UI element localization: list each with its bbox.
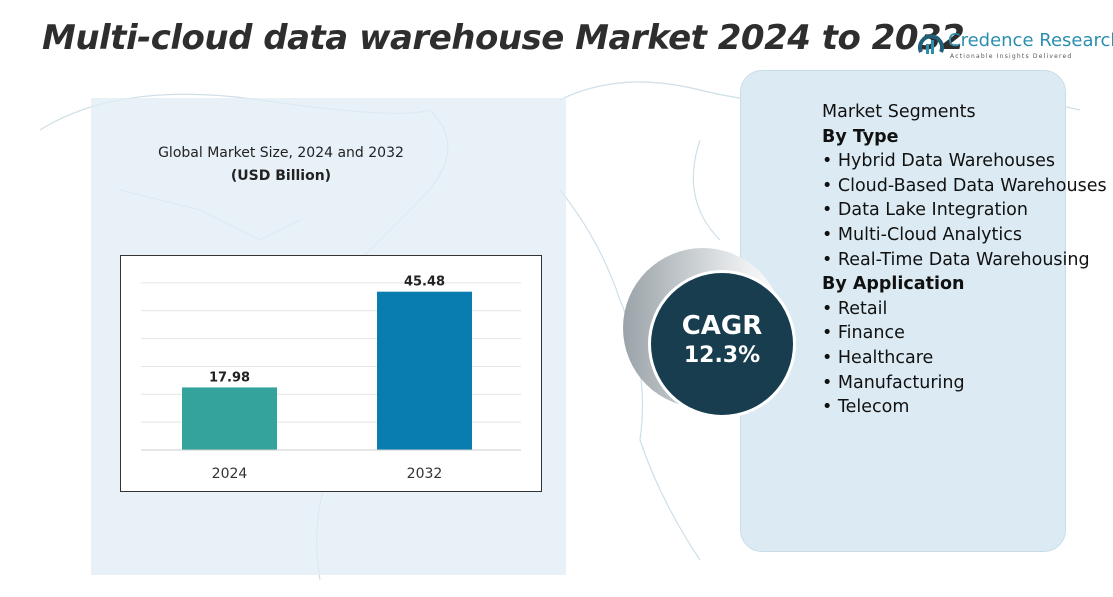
bullet-icon: • [822, 298, 838, 319]
segments-list: Market Segments By Type • Hybrid Data War… [822, 100, 1107, 420]
segment-item: • Finance [822, 321, 1107, 346]
cagr-label: CAGR [681, 311, 763, 341]
segment-item: • Manufacturing [822, 371, 1107, 396]
bar-2024 [182, 387, 277, 450]
bullet-icon: • [822, 323, 838, 344]
segment-item-label: Multi-Cloud Analytics [837, 224, 1022, 245]
brand-logo: Credence Research Actionable Insights De… [918, 30, 1113, 66]
page-title: Multi-cloud data warehouse Market 2024 t… [42, 18, 965, 58]
segment-item: • Data Lake Integration [822, 198, 1107, 223]
segment-item: • Retail [822, 297, 1107, 322]
segment-item-label: Cloud-Based Data Warehouses [837, 175, 1107, 196]
segment-item-label: Finance [837, 323, 905, 344]
logo-icon [918, 34, 944, 54]
segment-item-label: Manufacturing [837, 372, 965, 393]
bullet-icon: • [822, 175, 838, 196]
logo-name: Credence Research [948, 30, 1113, 51]
segment-item-label: Telecom [837, 397, 910, 418]
segments-panel [740, 70, 1066, 552]
chart-area: 17.98 2024 45.48 2032 [120, 255, 542, 492]
segments-heading: Market Segments [822, 102, 976, 122]
bullet-icon: • [822, 249, 838, 270]
segment-group-title: By Application [822, 274, 965, 295]
segment-item-label: Healthcare [837, 347, 934, 368]
cagr-badge: CAGR 12.3% [648, 270, 796, 418]
logo-tagline: Actionable Insights Delivered [950, 53, 1073, 60]
segment-item-label: Real-Time Data Warehousing [837, 249, 1090, 270]
bullet-icon: • [822, 224, 838, 245]
bar-2032 [377, 291, 472, 450]
segment-item: • Healthcare [822, 346, 1107, 371]
x-tick-label: 2024 [212, 466, 248, 482]
segment-item: • Cloud-Based Data Warehouses [822, 174, 1107, 199]
bullet-icon: • [822, 347, 838, 368]
cagr-value: 12.3% [683, 343, 761, 368]
segment-item: • Multi-Cloud Analytics [822, 223, 1107, 248]
chart-subtitle: (USD Billion) [230, 168, 332, 184]
data-label: 45.48 [404, 275, 445, 290]
bullet-icon: • [822, 200, 838, 221]
segment-item-label: Retail [837, 298, 888, 319]
bullet-icon: • [822, 151, 838, 172]
segment-item-label: Data Lake Integration [837, 200, 1028, 221]
segment-item-label: Hybrid Data Warehouses [837, 151, 1055, 172]
bullet-icon: • [822, 397, 838, 418]
bullet-icon: • [822, 372, 838, 393]
chart-title: Global Market Size, 2024 and 2032 [158, 145, 404, 161]
bar-chart: 17.98 2024 45.48 2032 [141, 275, 521, 482]
x-tick-label: 2032 [407, 466, 443, 482]
segment-item: • Hybrid Data Warehouses [822, 149, 1107, 174]
segment-item: • Real-Time Data Warehousing [822, 248, 1107, 273]
segment-group-title: By Type [822, 126, 899, 147]
data-label: 17.98 [209, 370, 250, 385]
segment-item: • Telecom [822, 395, 1107, 420]
